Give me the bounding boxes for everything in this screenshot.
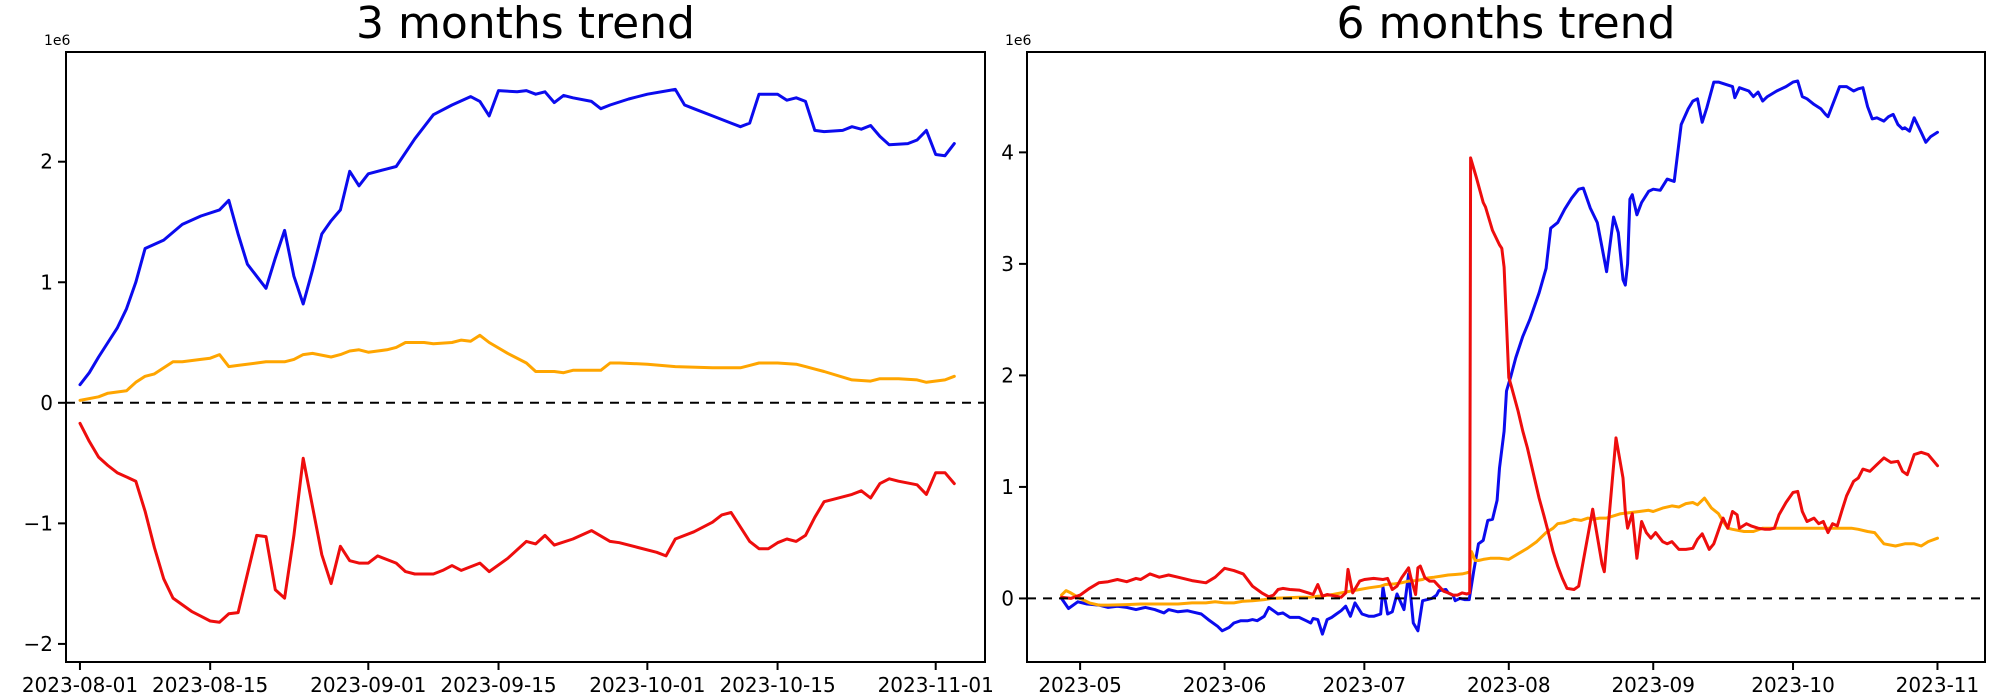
orange-series-line [78, 333, 956, 402]
red-series-line [78, 421, 956, 624]
axis-offset-label: 1e6 [44, 33, 71, 49]
x-tick-label: 2023-11 [1896, 673, 1980, 697]
x-tick-label: 2023-10 [1751, 673, 1835, 697]
x-tick-label: 2023-09 [1611, 673, 1695, 697]
y-tick-label: 1 [1001, 475, 1014, 499]
x-tick-label: 2023-08-01 [22, 673, 138, 697]
chart-title-3-months-trend: 3 months trend [356, 0, 695, 49]
y-tick-label: 0 [1001, 586, 1014, 610]
axis-offset-label: 1e6 [1005, 33, 1032, 49]
x-tick-label: 2023-08 [1467, 673, 1551, 697]
x-tick-label: 2023-08-15 [152, 673, 268, 697]
y-tick-label: −2 [24, 632, 53, 656]
blue-series-line [78, 87, 956, 387]
orange-series-line [1060, 496, 1939, 607]
x-tick-label: 2023-09-15 [440, 673, 556, 697]
y-tick-label: 0 [40, 391, 53, 415]
y-tick-label: 4 [1001, 140, 1014, 164]
x-tick-label: 2023-11-01 [878, 673, 994, 697]
x-tick-label: 2023-10-01 [589, 673, 705, 697]
x-tick-label: 2023-07 [1323, 673, 1407, 697]
x-tick-label: 2023-06 [1183, 673, 1267, 697]
chart-title-6-months-trend: 6 months trend [1336, 0, 1676, 49]
red-series-line [1060, 156, 1939, 600]
y-tick-label: 2 [40, 150, 53, 174]
x-tick-label: 2023-09-01 [310, 673, 426, 697]
y-tick-label: 2 [1001, 363, 1014, 387]
y-tick-label: 1 [40, 270, 53, 294]
y-tick-label: 3 [1001, 252, 1014, 276]
x-tick-label: 2023-10-15 [719, 673, 835, 697]
x-tick-label: 2023-05 [1038, 673, 1122, 697]
blue-series-line [1060, 79, 1939, 636]
axes-spines [65, 51, 986, 663]
axes-spines [1026, 51, 1986, 663]
y-tick-label: −1 [24, 511, 53, 535]
